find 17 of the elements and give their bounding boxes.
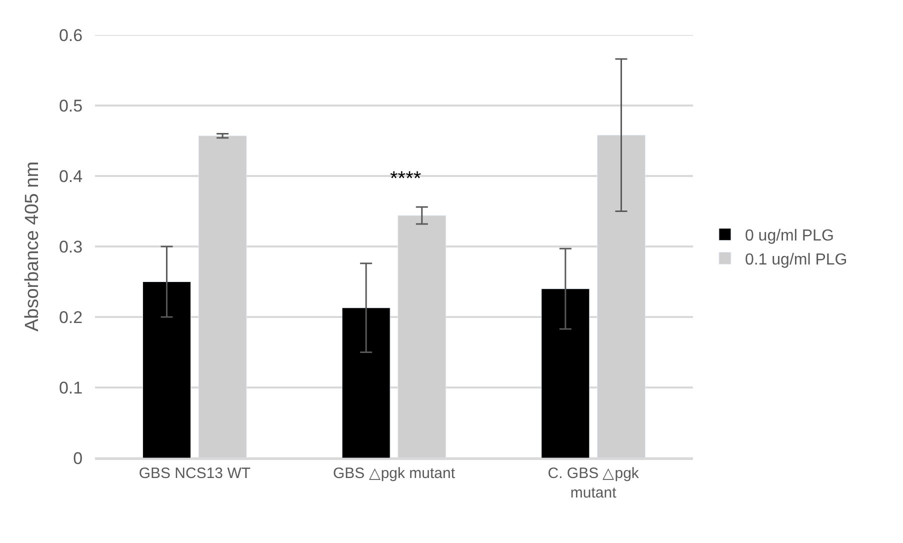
legend-label: 0 ug/ml PLG [744, 228, 834, 245]
bar [142, 282, 192, 458]
y-tick-label: 0.2 [58, 308, 83, 327]
y-tick-label: 0 [73, 448, 83, 468]
x-tick-label: GBS △pgk mutant [332, 464, 456, 482]
annotation: **** [390, 168, 422, 190]
y-tick-label: 0.4 [58, 166, 83, 186]
y-axis-title: Absorbance 405 nm [22, 161, 43, 332]
x-tick-label: C. GBS △pgk mutant [548, 464, 640, 502]
y-tick-label: 0.6 [58, 26, 83, 45]
y-tick-label: 0.3 [58, 237, 83, 256]
bar [541, 288, 590, 458]
y-tick-label: 0.1 [58, 378, 83, 398]
bar [342, 308, 390, 458]
legend-label: 0.1 ug/ml PLG [744, 251, 848, 268]
x-tick-label: GBS NCS13 WT [138, 464, 251, 482]
y-tick-label: 0.5 [58, 96, 83, 116]
